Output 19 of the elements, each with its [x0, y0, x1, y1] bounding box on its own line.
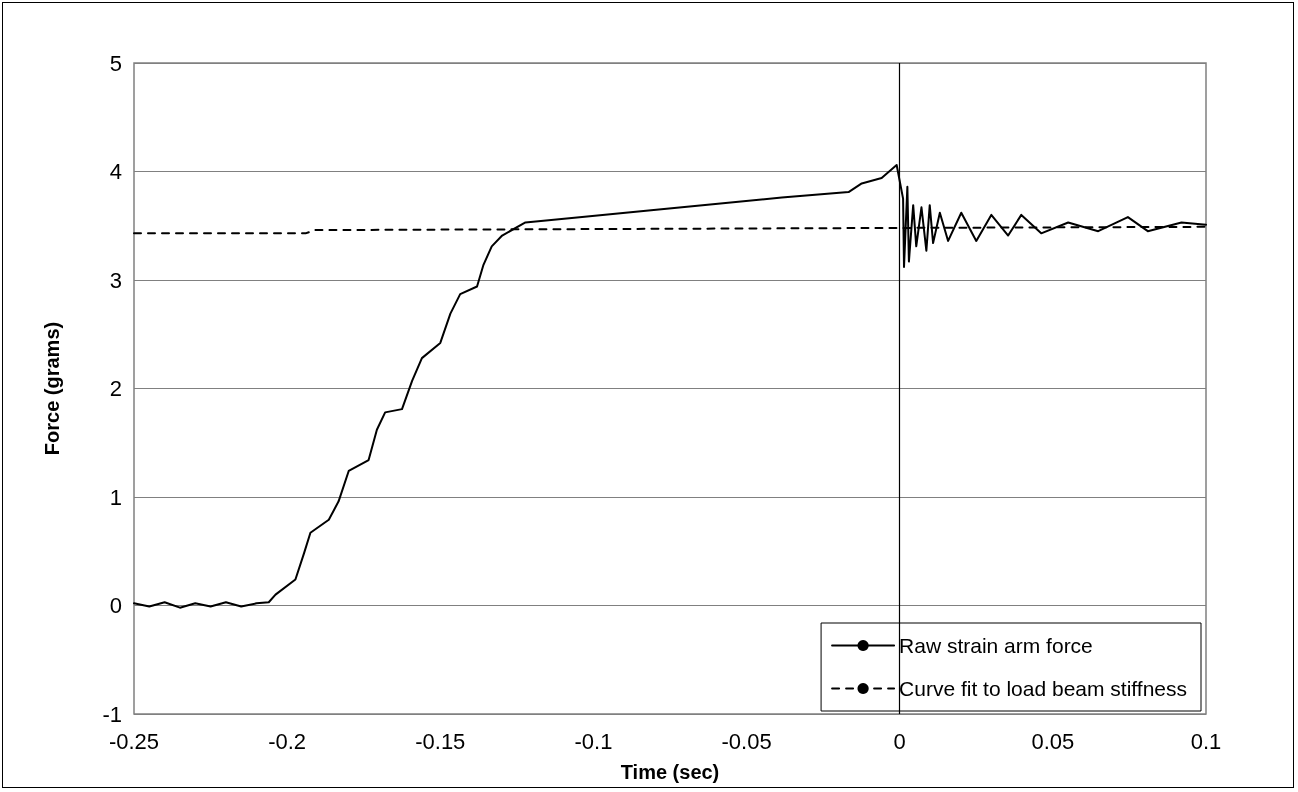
x-tick-label: 0.1	[1190, 728, 1222, 754]
legend-label: Raw strain arm force	[899, 634, 1093, 657]
y-tick-label: 1	[109, 484, 122, 510]
x-tick-label: 0	[893, 728, 906, 754]
y-tick-label: 3	[109, 267, 122, 293]
y-tick-label: -1	[102, 701, 122, 727]
x-tick-label: -0.25	[108, 728, 160, 754]
y-tick-label: 5	[109, 50, 122, 76]
y-tick-label: 2	[109, 376, 122, 401]
x-tick-label: 0.05	[1031, 728, 1075, 754]
x-tick-label: -0.05	[721, 728, 772, 754]
x-tick-label: -0.1	[574, 728, 613, 754]
x-tick-label: -0.2	[268, 728, 307, 754]
y-tick-label: 0	[109, 593, 122, 618]
x-axis-title: Time (sec)	[620, 761, 720, 783]
x-tick-label: -0.15	[415, 728, 466, 754]
y-tick-label: 4	[109, 159, 122, 184]
y-axis-title: Force (grams)	[41, 321, 63, 456]
legend-label: Curve fit to load beam stiffness	[899, 677, 1187, 700]
